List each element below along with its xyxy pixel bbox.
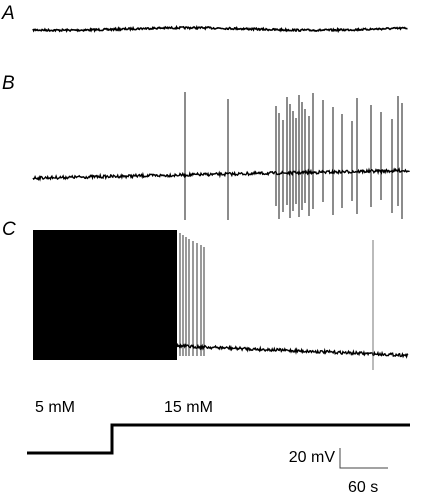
burst-block [33,230,177,360]
protocol-step [27,423,410,455]
trace [176,342,409,359]
trace [32,24,408,34]
trace [32,167,410,182]
scale-label: 20 mV [289,449,336,466]
panel-label: A [1,3,15,24]
protocol-label: 15 mM [164,399,213,416]
scale-bar [339,448,388,469]
traces [32,24,410,370]
protocol-label: 5 mM [35,399,75,416]
panel-label: B [2,73,15,94]
panel-label: C [2,219,16,240]
scale-label: 60 s [348,479,378,495]
